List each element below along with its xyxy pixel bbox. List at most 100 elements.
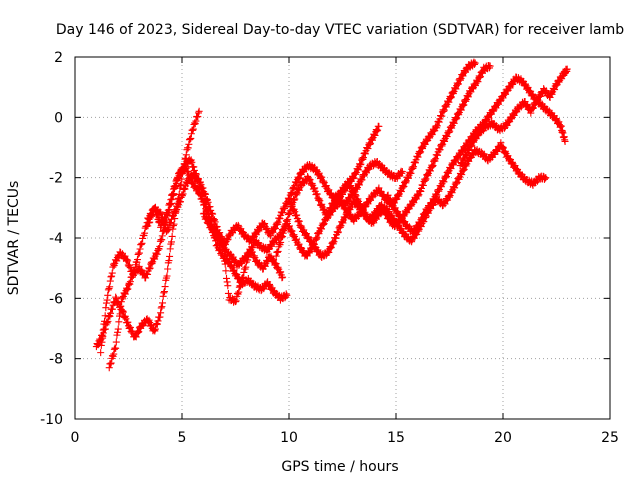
data-point — [159, 292, 167, 300]
data-point — [161, 283, 169, 291]
data-point — [313, 190, 321, 198]
data-point — [447, 94, 455, 102]
data-point — [178, 192, 186, 200]
data-point — [108, 305, 116, 313]
data-point — [227, 263, 235, 271]
data-point — [361, 150, 369, 158]
series-trace-10 — [456, 65, 571, 170]
data-point — [244, 256, 252, 264]
data-point — [286, 194, 294, 202]
data-point — [216, 229, 224, 237]
data-point — [551, 86, 559, 94]
data-point — [349, 186, 357, 194]
data-point — [213, 223, 221, 231]
data-point — [166, 245, 174, 253]
data-point — [107, 309, 115, 317]
data-point — [541, 175, 549, 183]
data-point — [189, 126, 197, 134]
data-point — [270, 256, 278, 264]
data-point — [156, 242, 164, 250]
data-point — [398, 169, 406, 177]
data-point — [329, 238, 337, 246]
data-point — [157, 209, 165, 217]
data-point — [436, 146, 444, 154]
data-point — [144, 271, 152, 279]
data-point — [160, 288, 168, 296]
data-point — [151, 255, 159, 263]
data-point — [130, 267, 138, 275]
data-point — [409, 164, 417, 172]
data-point — [377, 201, 385, 209]
x-axis-label: GPS time / hours — [281, 459, 398, 475]
data-point — [144, 222, 152, 230]
data-point — [99, 326, 107, 334]
data-point — [121, 290, 129, 298]
data-point — [334, 228, 342, 236]
data-point — [282, 290, 290, 298]
data-point — [222, 267, 230, 275]
data-point — [295, 217, 303, 225]
data-point — [421, 176, 429, 184]
data-point — [279, 233, 287, 241]
data-point — [110, 350, 118, 358]
data-point — [131, 266, 139, 274]
data-point — [386, 196, 394, 204]
data-point — [209, 210, 217, 218]
data-point — [240, 268, 248, 276]
y-tick-label: 0 — [54, 110, 63, 126]
data-point — [313, 234, 321, 242]
data-point — [357, 160, 365, 168]
data-point — [166, 252, 174, 260]
data-point — [295, 217, 303, 225]
data-point — [433, 191, 441, 199]
data-point — [208, 209, 216, 217]
y-tick-label: -4 — [49, 231, 63, 247]
data-point — [177, 198, 185, 206]
data-point — [471, 59, 479, 67]
data-point — [112, 344, 120, 352]
data-point — [414, 153, 422, 161]
data-point — [279, 229, 287, 237]
data-point — [279, 273, 287, 281]
data-point — [156, 313, 164, 321]
data-point — [106, 277, 114, 285]
data-point — [159, 217, 167, 225]
data-point — [221, 257, 229, 265]
data-point — [318, 173, 326, 181]
data-point — [112, 293, 120, 301]
data-point — [332, 234, 340, 242]
data-point — [117, 298, 125, 306]
data-point — [134, 328, 142, 336]
data-point — [187, 157, 195, 165]
data-point — [184, 144, 192, 152]
data-point — [177, 180, 185, 188]
data-point — [547, 89, 555, 97]
data-point — [465, 146, 473, 154]
data-point — [293, 211, 301, 219]
data-point — [116, 310, 124, 318]
data-point — [187, 134, 195, 142]
x-tick-label: 25 — [601, 430, 619, 446]
data-point — [224, 282, 232, 290]
data-point — [320, 205, 328, 213]
data-point — [203, 208, 211, 216]
data-point — [416, 219, 424, 227]
data-point — [224, 289, 232, 297]
data-point — [126, 278, 134, 286]
x-tick-label: 5 — [178, 430, 187, 446]
data-point — [311, 184, 319, 192]
data-point — [423, 207, 431, 215]
data-point — [446, 193, 453, 201]
data-point — [171, 208, 179, 216]
data-point — [170, 220, 178, 228]
data-point — [448, 189, 456, 197]
data-point — [269, 228, 277, 236]
data-point — [169, 211, 177, 219]
data-point — [167, 196, 175, 204]
data-point — [341, 214, 349, 222]
data-point — [417, 187, 425, 195]
data-point — [426, 166, 434, 174]
data-point — [168, 232, 176, 240]
data-point — [453, 180, 461, 188]
data-point — [107, 359, 115, 367]
